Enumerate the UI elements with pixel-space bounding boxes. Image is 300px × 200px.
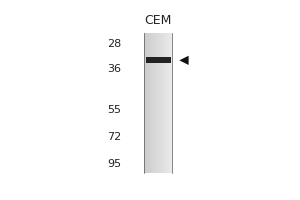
Text: 28: 28 bbox=[107, 39, 121, 49]
Bar bbox=[157, 33, 158, 173]
Bar bbox=[151, 33, 152, 173]
Bar bbox=[169, 33, 170, 173]
Text: 95: 95 bbox=[107, 159, 121, 169]
Bar bbox=[150, 33, 151, 173]
Bar bbox=[163, 33, 164, 173]
Bar bbox=[152, 33, 153, 173]
Text: 55: 55 bbox=[107, 105, 121, 115]
Bar bbox=[156, 33, 157, 173]
Bar bbox=[158, 33, 159, 173]
Bar bbox=[146, 57, 171, 63]
Bar bbox=[170, 33, 171, 173]
Bar bbox=[162, 33, 163, 173]
Bar bbox=[155, 33, 156, 173]
Bar bbox=[169, 33, 170, 173]
Bar bbox=[148, 33, 149, 173]
Bar bbox=[160, 33, 161, 173]
Bar bbox=[167, 33, 168, 173]
Bar bbox=[161, 33, 162, 173]
Bar bbox=[168, 33, 169, 173]
Bar bbox=[154, 33, 155, 173]
Text: 72: 72 bbox=[107, 132, 121, 142]
Bar bbox=[164, 33, 165, 173]
Bar bbox=[166, 33, 167, 173]
Text: CEM: CEM bbox=[145, 14, 172, 27]
Bar bbox=[165, 33, 166, 173]
Bar bbox=[153, 33, 154, 173]
Bar bbox=[145, 33, 146, 173]
Bar bbox=[171, 33, 172, 173]
Bar bbox=[147, 33, 148, 173]
Polygon shape bbox=[179, 56, 189, 65]
Bar bbox=[149, 33, 150, 173]
Bar bbox=[146, 33, 147, 173]
Text: 36: 36 bbox=[107, 64, 121, 74]
Bar bbox=[159, 33, 160, 173]
